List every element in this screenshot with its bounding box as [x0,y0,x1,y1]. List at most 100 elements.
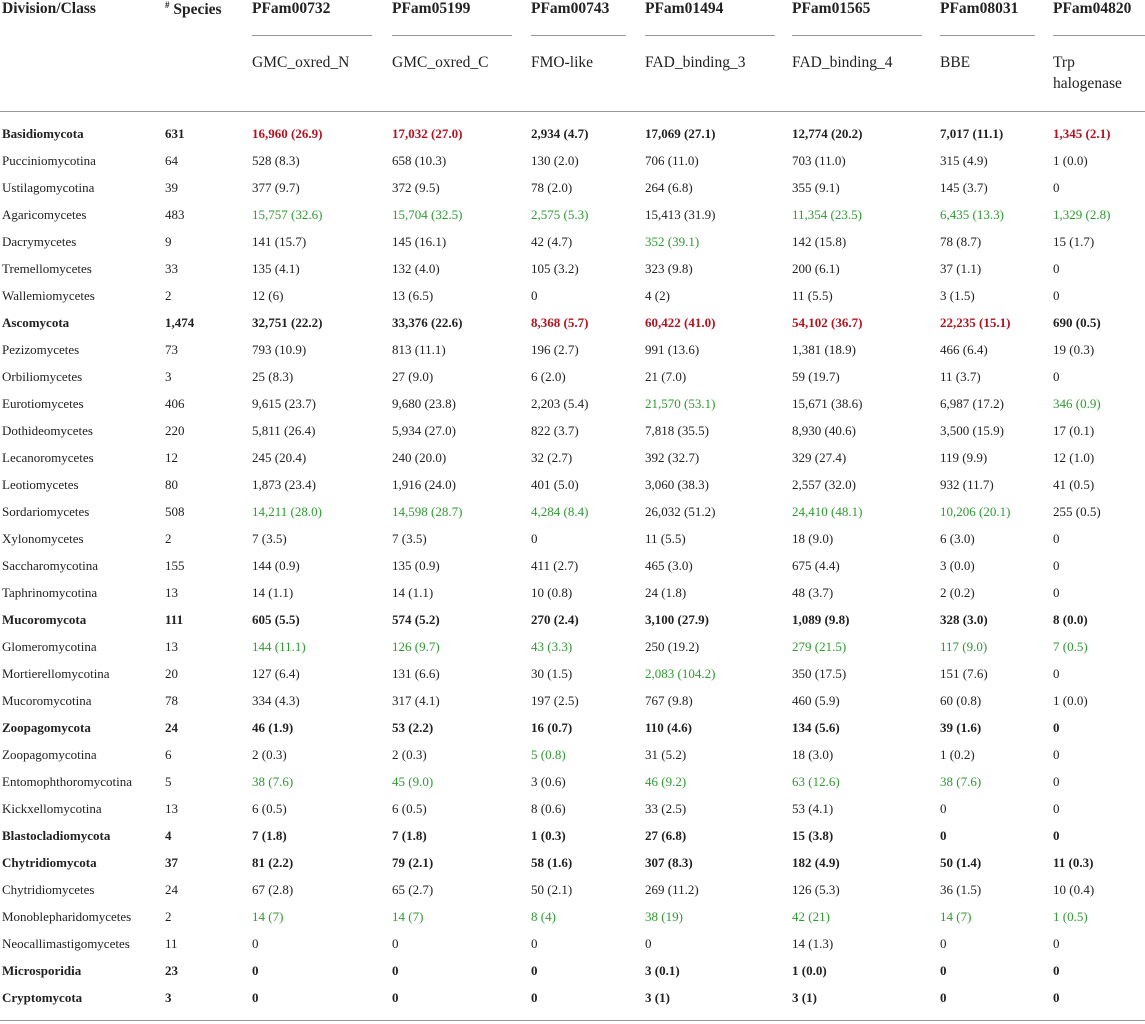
table-row: Wallemiomycetes 2 12 (6) 13 (6.5) 0 4 (2) 11 (… [0,288,1145,315]
table-row: Blastocladiomycota 4 7 (1.8) 7 (1.8) 1 (0.3)… [0,828,1145,855]
row-value-cell: 18 (3.0) [792,747,834,762]
row-species-count: 6 [165,747,172,762]
row-value-cell: 14 (1.1) [252,585,294,600]
row-value-cell: 465 (3.0) [645,558,693,573]
row-value-cell: 142 (15.8) [792,234,847,249]
row-value-cell: 15,704 (32.5) [392,207,463,222]
row-value-cell: 1 (0.3) [531,828,566,843]
row-value-cell: 6 (0.5) [252,801,287,816]
row-value-cell: 37 (1.1) [940,261,982,276]
row-value-cell: 658 (10.3) [392,153,447,168]
row-value-cell: 0 [940,828,947,843]
row-taxon-name: Ascomycota [2,315,70,330]
row-value-cell: 0 [1053,531,1060,546]
row-value-cell: 328 (3.0) [940,612,988,627]
row-value-cell: 43 (3.3) [531,639,573,654]
row-species-count: 78 [165,693,178,708]
row-taxon-name: Saccharomycotina [2,558,99,573]
row-value-cell: 24,410 (48.1) [792,504,863,519]
row-taxon-name: Cryptomycota [2,990,83,1005]
row-value-cell: 323 (9.8) [645,261,693,276]
row-value-cell: 200 (6.1) [792,261,840,276]
table-row: Dacrymycetes 9 141 (15.7) 145 (16.1) 42 (4.7… [0,234,1145,261]
column-header-underline [645,35,775,36]
row-value-cell: 32,751 (22.2) [252,315,323,330]
row-value-cell: 1 (0.5) [1053,909,1088,924]
row-taxon-name: Chytridiomycota [2,855,97,870]
row-value-cell: 315 (4.9) [940,153,988,168]
row-value-cell: 10,206 (20.1) [940,504,1011,519]
row-value-cell: 141 (15.7) [252,234,307,249]
row-value-cell: 0 [252,936,259,951]
column-domain-name: FAD_binding_3 [645,54,746,71]
row-value-cell: 8,930 (40.6) [792,423,856,438]
row-value-cell: 0 [940,936,947,951]
row-value-cell: 78 (2.0) [531,180,573,195]
row-value-cell: 15,413 (31.9) [645,207,716,222]
row-value-cell: 6,987 (17.2) [940,396,1004,411]
row-value-cell: 1 (0.0) [1053,153,1088,168]
row-value-cell: 392 (32.7) [645,450,700,465]
bottom-rule [0,1020,1145,1021]
table-row: Zoopagomycotina 6 2 (0.3) 2 (0.3) 5 (0.8) 31 … [0,747,1145,774]
row-value-cell: 0 [1053,936,1060,951]
row-value-cell: 78 (8.7) [940,234,982,249]
row-value-cell: 2,203 (5.4) [531,396,589,411]
row-value-cell: 7 (1.8) [392,828,427,843]
row-value-cell: 11,354 (23.5) [792,207,862,222]
row-species-count: 12 [165,450,178,465]
row-value-cell: 264 (6.8) [645,180,693,195]
row-value-cell: 12,774 (20.2) [792,126,863,141]
row-species-count: 13 [165,585,178,600]
row-species-count: 23 [165,963,178,978]
row-taxon-name: Wallemiomycetes [2,288,95,303]
row-value-cell: 0 [1053,828,1060,843]
row-value-cell: 0 [392,963,399,978]
table-row: Mortierellomycotina 20 127 (6.4) 131 (6.6) 3… [0,666,1145,693]
row-value-cell: 16,960 (26.9) [252,126,323,141]
row-value-cell: 0 [1053,720,1060,735]
row-value-cell: 131 (6.6) [392,666,440,681]
row-species-count: 2 [165,909,172,924]
row-value-cell: 991 (13.6) [645,342,700,357]
row-species-count: 5 [165,774,172,789]
row-value-cell: 8 (0.6) [531,801,566,816]
row-value-cell: 269 (11.2) [645,882,699,897]
row-value-cell: 8 (0.0) [1053,612,1088,627]
column-header-underline [392,35,512,36]
row-value-cell: 12 (6) [252,288,284,303]
row-taxon-name: Entomophthoromycotina [2,774,132,789]
row-taxon-name: Pezizomycetes [2,342,80,357]
table-row: Tremellomycetes 33 135 (4.1) 132 (4.0) 105 (… [0,261,1145,288]
row-value-cell: 126 (5.3) [792,882,840,897]
row-value-cell: 8 (4) [531,909,556,924]
row-value-cell: 39 (1.6) [940,720,982,735]
column-pfam-header: PFam00732 [252,0,331,17]
row-species-count: 3 [165,369,172,384]
row-value-cell: 460 (5.9) [792,693,840,708]
row-value-cell: 0 [940,801,947,816]
row-value-cell: 79 (2.1) [392,855,434,870]
table-row: Mucoromycota 111 605 (5.5) 574 (5.2) 270 (2.… [0,612,1145,639]
column-domain-name: GMC_oxred_N [252,54,350,71]
row-value-cell: 0 [531,936,538,951]
row-value-cell: 0 [531,990,538,1005]
row-value-cell: 2,557 (32.0) [792,477,856,492]
row-taxon-name: Monoblepharidomycetes [2,909,132,924]
row-value-cell: 36 (1.5) [940,882,982,897]
row-value-cell: 41 (0.5) [1053,477,1095,492]
row-species-count: 155 [165,558,185,573]
row-value-cell: 307 (8.3) [645,855,693,870]
row-taxon-name: Kickxellomycotina [2,801,102,816]
table-row: Zoopagomycota 24 46 (1.9) 53 (2.2) 16 (0.7) 1… [0,720,1145,747]
row-value-cell: 63 (12.6) [792,774,840,789]
row-taxon-name: Dothideomycetes [2,423,93,438]
table-row: Glomeromycotina 13 144 (11.1) 126 (9.7) 43 (… [0,639,1145,666]
column-pfam-header: PFam00743 [531,0,610,17]
column-header-underline [792,35,922,36]
row-value-cell: 270 (2.4) [531,612,579,627]
row-value-cell: 31 (5.2) [645,747,687,762]
row-value-cell: 30 (1.5) [531,666,573,681]
row-value-cell: 9,680 (23.8) [392,396,456,411]
row-taxon-name: Leotiomycetes [2,477,79,492]
